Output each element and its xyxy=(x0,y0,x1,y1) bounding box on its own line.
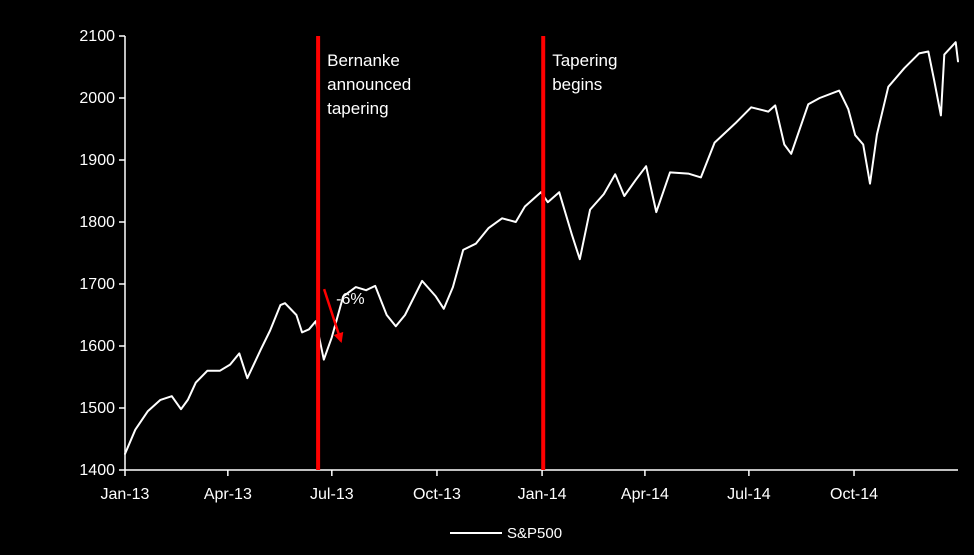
x-tick-label: Oct-13 xyxy=(413,486,461,503)
x-tick-label: Apr-13 xyxy=(204,486,252,503)
annotation-layer: -6% xyxy=(322,288,365,343)
series-line-sp500 xyxy=(124,41,959,455)
y-tick-label: 2000 xyxy=(79,90,115,107)
event-label-line: begins xyxy=(552,75,602,94)
annotation-arrow-1 xyxy=(322,288,344,343)
y-tick-label: 1400 xyxy=(79,462,115,479)
annotation-label-1: -6% xyxy=(336,291,364,308)
event-label-2: Tapering begins xyxy=(552,51,617,94)
x-tick-label: Jan-13 xyxy=(101,486,150,503)
legend: S&P500 xyxy=(450,525,562,542)
series-layer xyxy=(124,41,959,455)
legend-label-sp500: S&P500 xyxy=(507,525,562,542)
events-layer: Bernanke announced tapering Tapering begins xyxy=(316,36,617,470)
axes: 1400 1500 1600 1700 1800 1900 2000 2100 Jan-13 Ap… xyxy=(79,28,958,503)
x-tick-label: Jul-13 xyxy=(310,486,354,503)
x-tick-label: Jan-14 xyxy=(518,486,567,503)
event-label-line: Bernanke xyxy=(327,51,400,70)
event-label-line: tapering xyxy=(327,99,388,118)
y-tick-label: 1500 xyxy=(79,400,115,417)
event-label-line: announced xyxy=(327,75,411,94)
y-tick-label: 1600 xyxy=(79,338,115,355)
y-tick-label: 1700 xyxy=(79,276,115,293)
y-tick-label: 1800 xyxy=(79,214,115,231)
y-tick-label: 1900 xyxy=(79,152,115,169)
x-tick-label: Jul-14 xyxy=(727,486,771,503)
x-tick-label: Oct-14 xyxy=(830,486,878,503)
y-tick-label: 2100 xyxy=(79,28,115,45)
event-label-1: Bernanke announced tapering xyxy=(327,51,411,118)
x-tick-label: Apr-14 xyxy=(621,486,669,503)
event-label-line: Tapering xyxy=(552,51,617,70)
